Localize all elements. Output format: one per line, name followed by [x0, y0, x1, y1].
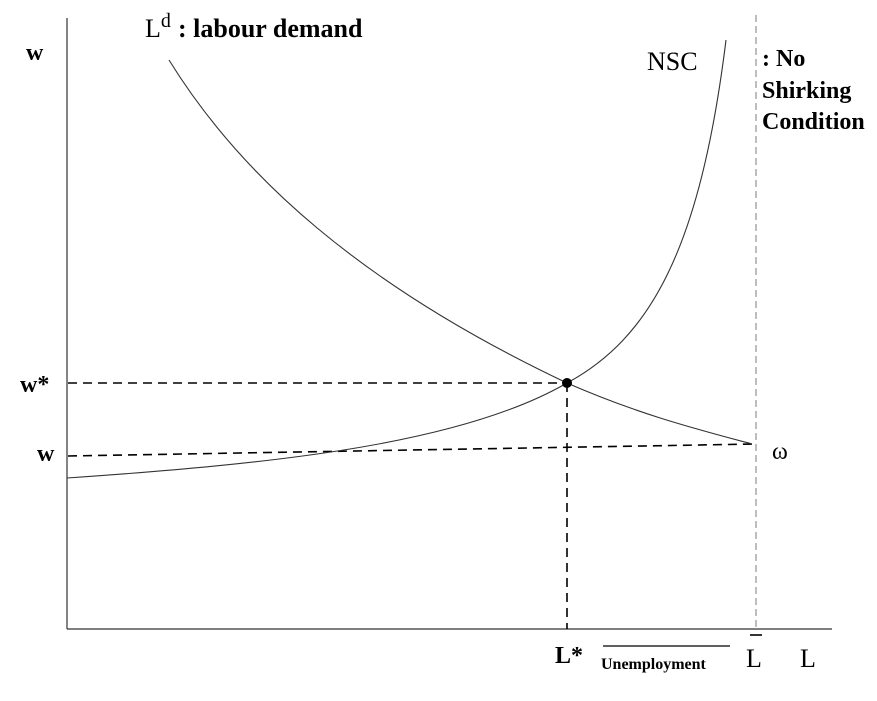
- w-bar-label: w: [37, 441, 55, 467]
- demand-curve-symbol: Ld: [145, 10, 171, 43]
- nsc-description-line-3: Condition: [762, 109, 865, 135]
- nsc-description-line-2: Shirking: [762, 78, 851, 104]
- nsc-description-line-1: : No: [762, 46, 805, 72]
- w-bar-guide: [67, 443, 757, 457]
- l-bar-label: L: [746, 644, 762, 673]
- nsc-curve: [66, 39, 727, 479]
- equilibrium-point: [562, 378, 572, 388]
- demand-curve-description: : labour demand: [178, 14, 363, 43]
- unemployment-label: Unemployment: [601, 656, 707, 673]
- nsc-label: NSC: [647, 47, 698, 76]
- y-axis-label: w: [26, 40, 44, 66]
- labour-demand-curve: [168, 59, 753, 445]
- l-star-label: L*: [555, 643, 583, 669]
- omega-label: ω: [772, 439, 788, 465]
- x-axis-label: L: [800, 644, 816, 673]
- w-star-label: w*: [20, 372, 49, 398]
- demand-superscript: d: [161, 10, 171, 32]
